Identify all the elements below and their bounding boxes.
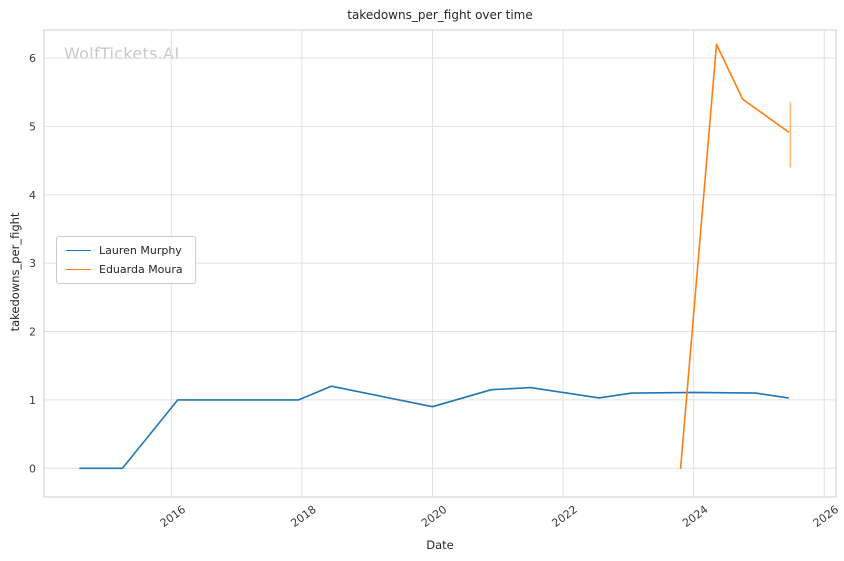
legend-item-lauren-murphy: Lauren Murphy (66, 244, 183, 257)
y-tick-label: 1 (29, 394, 36, 407)
legend-item-eduarda-moura: Eduarda Moura (66, 263, 183, 276)
legend-label: Lauren Murphy (99, 244, 182, 257)
legend: Lauren Murphy Eduarda Moura (56, 236, 196, 284)
series-line-1 (679, 43, 790, 470)
legend-line-swatch-orange (66, 269, 91, 270)
x-tick-label: 2020 (419, 503, 449, 530)
y-axis-label: takedowns_per_fight (8, 212, 22, 332)
y-tick-label: 5 (29, 120, 36, 133)
x-tick-label: 2018 (288, 503, 318, 530)
x-tick-label: 2022 (550, 503, 580, 530)
chart-title: takedowns_per_fight over time (347, 8, 533, 22)
y-tick-label: 6 (29, 52, 36, 65)
legend-line-swatch-blue (66, 250, 91, 251)
x-tick-label: 2026 (811, 503, 841, 530)
y-tick-label: 3 (29, 257, 36, 270)
x-axis-label: Date (426, 538, 454, 552)
x-tick-label: 2016 (158, 503, 188, 530)
y-tick-label: 2 (29, 326, 36, 339)
x-tick-label: 2024 (680, 503, 710, 530)
y-tick-label: 4 (29, 189, 36, 202)
legend-label: Eduarda Moura (99, 263, 183, 276)
series-line-0 (79, 385, 790, 470)
y-tick-label: 0 (29, 462, 36, 475)
plot-border (43, 29, 837, 498)
